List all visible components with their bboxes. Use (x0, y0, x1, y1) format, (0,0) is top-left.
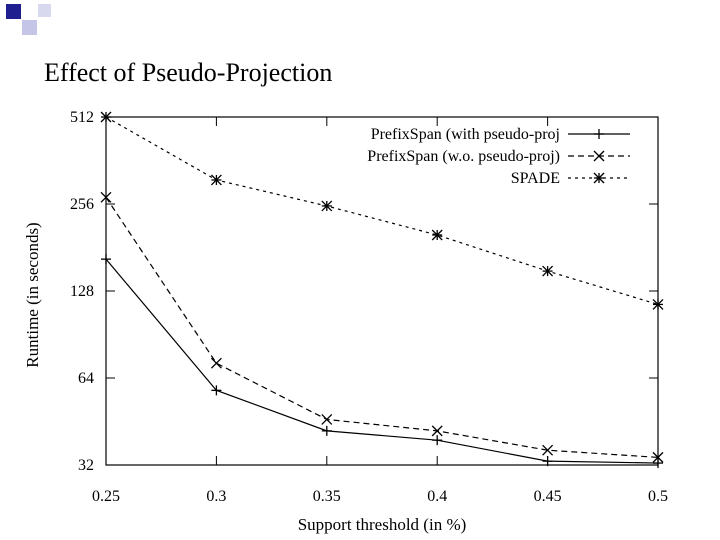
slide-decoration-square-light (38, 4, 51, 17)
slide-decoration-square-light (22, 20, 37, 35)
legend-label: SPADE (511, 170, 560, 187)
data-point (210, 174, 222, 186)
data-point (321, 200, 333, 212)
data-point (100, 191, 112, 203)
data-point (652, 451, 664, 463)
slide-decoration-square-dark (6, 4, 21, 19)
series-line (105, 116, 659, 306)
x-tick-label: 0.45 (534, 488, 562, 505)
legend-label: PrefixSpan (with pseudo-proj (371, 126, 560, 143)
axis-ticks (105, 116, 659, 466)
data-point (100, 111, 112, 123)
series-line (105, 196, 659, 458)
x-tick-label: 0.35 (313, 488, 341, 505)
data-point (542, 444, 554, 456)
y-tick-labels: 32 64 128 256 512 (70, 109, 94, 474)
legend: PrefixSpan (with pseudo-proj PrefixSpan (… (367, 126, 630, 187)
y-tick-label: 256 (70, 196, 94, 213)
plot-frame (105, 116, 659, 466)
x-tick-labels: 0.25 0.3 0.35 0.4 0.45 0.5 (92, 488, 668, 505)
data-point (542, 265, 554, 277)
series-2 (100, 191, 664, 463)
series-3 (100, 111, 664, 310)
data-point (321, 413, 333, 425)
x-tick-label: 0.3 (206, 488, 226, 505)
slide-title: Effect of Pseudo-Projection (44, 58, 333, 87)
y-tick-label: 512 (70, 109, 94, 126)
y-tick-label: 128 (70, 283, 94, 300)
series-layer (100, 111, 664, 469)
data-point (210, 357, 222, 369)
legend-label: PrefixSpan (w.o. pseudo-proj) (367, 148, 560, 165)
y-tick-label: 64 (78, 370, 94, 387)
series-line (105, 258, 659, 464)
x-tick-label: 0.5 (648, 488, 668, 505)
legend-marker (593, 150, 605, 162)
data-point (652, 298, 664, 310)
legend-marker (593, 172, 605, 184)
x-axis-label: Support threshold (in %) (298, 515, 467, 534)
data-point (431, 425, 443, 437)
data-point (431, 229, 443, 241)
y-tick-label: 32 (78, 457, 94, 474)
x-tick-label: 0.4 (427, 488, 447, 505)
series-1 (101, 254, 663, 469)
y-axis-label: Runtime (in seconds) (23, 222, 42, 367)
x-tick-label: 0.25 (92, 488, 120, 505)
